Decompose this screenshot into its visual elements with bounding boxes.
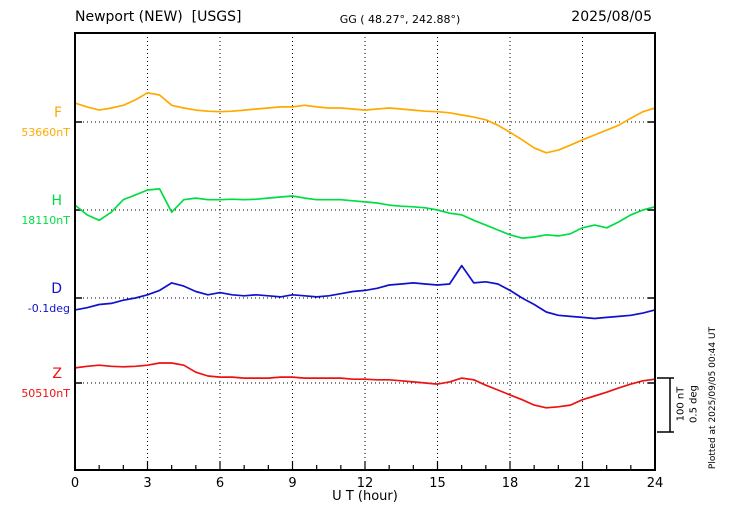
trace-H (74, 188, 656, 239)
scale-bar-deg-label: 0.5 deg (688, 385, 700, 423)
x-axis-label: U T (hour) (332, 489, 398, 504)
channel-h-baseline-value: 18110nT (21, 214, 70, 227)
plot-frame (74, 32, 656, 471)
x-tick-label: 6 (216, 476, 224, 491)
x-tick-label: 15 (429, 476, 446, 491)
x-tick-label: 21 (574, 476, 591, 491)
trace-D (74, 264, 656, 320)
x-tick-label: 0 (71, 476, 79, 491)
channel-z-baseline-value: 50510nT (21, 387, 70, 400)
x-tick-label: 3 (143, 476, 151, 491)
x-tick-label: 12 (357, 476, 374, 491)
plotted-at-label: Plotted at 2025/09/05 00:44 UT (708, 326, 718, 470)
gg-coordinates: GG ( 48.27°, 242.88°) (339, 13, 461, 26)
x-tick-label: 18 (502, 476, 519, 491)
date-label: 2025/08/05 (571, 9, 652, 25)
channel-z-letter: Z (52, 366, 62, 382)
channel-f-letter: F (53, 105, 62, 121)
channel-h-letter: H (51, 193, 62, 209)
channel-d-baseline-value: -0.1deg (27, 302, 70, 315)
x-tick-label: 9 (288, 476, 296, 491)
channel-d-letter: D (51, 281, 62, 297)
x-tick-label: 24 (647, 476, 664, 491)
station-title: Newport (NEW) [USGS] (75, 9, 242, 25)
channel-f-baseline-value: 53660nT (21, 126, 70, 139)
scale-bar-nt-label: 100 nT (675, 386, 687, 422)
trace-Z (74, 362, 656, 409)
trace-F (74, 91, 656, 154)
